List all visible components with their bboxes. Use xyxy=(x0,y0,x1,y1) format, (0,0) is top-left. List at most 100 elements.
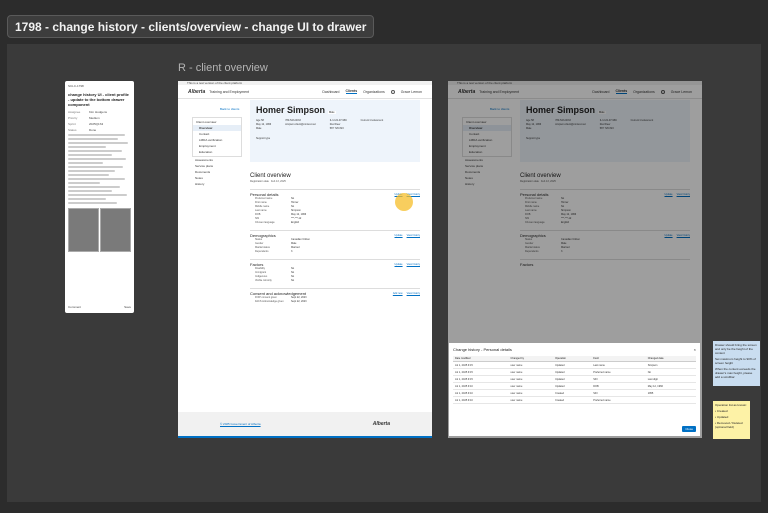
view-history-link[interactable]: View history xyxy=(676,234,690,237)
user-menu[interactable]: Grace Lemon xyxy=(400,89,422,94)
client-involvement: Current Involvement xyxy=(360,119,384,122)
field-label: Chosen language xyxy=(255,221,275,224)
nav-organizations[interactable]: Organizations xyxy=(633,89,655,94)
alberta-logo[interactable]: Alberta xyxy=(458,88,476,95)
back-to-clients-link[interactable]: Back to clients xyxy=(490,107,510,111)
table-cell: Updated xyxy=(553,361,592,369)
column-header[interactable]: Field xyxy=(591,356,646,362)
attachment-thumbnail[interactable] xyxy=(100,208,131,252)
client-gender: Male xyxy=(526,127,532,130)
field-value: Homer xyxy=(291,201,299,204)
add-new-link[interactable]: Add new xyxy=(392,292,403,295)
sidebar-item-history[interactable]: History xyxy=(465,182,475,186)
sidebar-item-education[interactable]: Education xyxy=(199,150,213,154)
sidebar-item-assessments[interactable]: Assessments xyxy=(195,158,213,162)
field-value: Simpson xyxy=(561,209,571,212)
comment-button[interactable]: Comment xyxy=(68,305,82,309)
note-item: • Updated xyxy=(715,415,729,419)
field-label: First name xyxy=(525,201,537,204)
update-link[interactable]: Update xyxy=(394,234,403,237)
sidebar-item-contact[interactable]: Contact xyxy=(469,132,480,136)
nav-dashboard[interactable]: Dashboard xyxy=(592,89,610,94)
view-history-link[interactable]: View history xyxy=(406,234,420,237)
sticky-note-operations[interactable]: Operation list as known: • Created • Upd… xyxy=(713,401,750,439)
sidebar-item-education[interactable]: Education xyxy=(469,150,483,154)
update-link[interactable]: Update xyxy=(664,234,673,237)
field-label: Middle name xyxy=(525,205,540,208)
copyright-link[interactable]: © 2025 Government of Alberta xyxy=(220,422,261,426)
field-label: SIN xyxy=(525,217,530,220)
nav-clients[interactable]: Clients xyxy=(615,89,628,94)
alberta-logo[interactable]: Alberta xyxy=(188,88,206,95)
field-label: Marital status xyxy=(255,246,270,249)
sidebar-item-service-plans[interactable]: Service plans xyxy=(195,164,214,168)
field-value[interactable]: Medium xyxy=(89,116,100,120)
sidebar-item-service-plans[interactable]: Service plans xyxy=(465,164,484,168)
page-title[interactable]: 1798 - change history - clients/overview… xyxy=(7,15,375,38)
sidebar-item-notes[interactable]: Notes xyxy=(195,176,203,180)
overview-title: Client overview xyxy=(250,173,291,179)
sidebar-item-employment[interactable]: Employment xyxy=(469,144,486,148)
close-icon[interactable]: × xyxy=(693,347,696,352)
sticky-note-drawer-specs[interactable]: Drawer should bring the screen and only … xyxy=(713,341,760,386)
client-id: IL Id 22-07-969 xyxy=(599,119,617,122)
save-button[interactable]: Save xyxy=(124,305,131,309)
user-menu[interactable]: Grace Lemon xyxy=(670,89,692,94)
table-cell: user name xyxy=(508,389,554,397)
registration-label: Registration date xyxy=(250,180,269,183)
page-footer: © 2025 Government of Alberta Alberta xyxy=(178,412,432,438)
sidebar-item-contact[interactable]: Contact xyxy=(199,132,210,136)
sidebar-item-history[interactable]: History xyxy=(195,182,205,186)
attachment-thumbnail[interactable] xyxy=(68,208,99,252)
view-history-link[interactable]: View history xyxy=(406,263,420,266)
field-value: Sept 22, 2023 xyxy=(291,300,307,303)
column-header[interactable]: Changed by xyxy=(508,356,554,362)
column-header[interactable]: Date modified xyxy=(453,356,509,362)
field-value[interactable]: Kim Hudgens xyxy=(89,110,108,114)
nav-clients[interactable]: Clients xyxy=(345,89,358,94)
update-link[interactable]: Update xyxy=(664,193,673,196)
back-to-clients-link[interactable]: Back to clients xyxy=(220,107,240,111)
sidebar-item-assessments[interactable]: Assessments xyxy=(465,158,483,162)
table-cell: Jul 1, 2025 9:15 xyxy=(453,361,509,369)
field-label: Preferred name xyxy=(525,197,543,200)
frame-label[interactable]: R - client overview xyxy=(178,62,268,74)
demographics-card: Demographics Update View history Status Ca… xyxy=(520,230,690,254)
sidebar-item-employment[interactable]: Employment xyxy=(199,144,216,148)
table-cell: Created xyxy=(553,389,592,397)
sidebar-item-overview[interactable]: Overview xyxy=(193,125,241,131)
field-value: Canadian Citizen xyxy=(561,238,581,241)
sidebar-item-lmda[interactable]: LMDA verification xyxy=(469,138,493,142)
update-link[interactable]: Update xyxy=(394,263,403,266)
column-header[interactable]: Operation xyxy=(553,356,592,362)
field-value[interactable]: 2025Q1S3 xyxy=(89,122,104,126)
notification-bell-icon[interactable] xyxy=(390,89,395,94)
column-header[interactable]: Changed data xyxy=(645,356,696,362)
sidebar-item-lmda[interactable]: LMDA verification xyxy=(199,138,223,142)
ticket-attachments[interactable] xyxy=(68,208,131,252)
sidebar-group-client-overview[interactable]: Client overview xyxy=(196,120,217,124)
notification-bell-icon[interactable] xyxy=(660,89,665,94)
close-button[interactable]: Close xyxy=(682,426,696,432)
sidebar-item-documents[interactable]: Documents xyxy=(465,170,481,174)
nav-organizations[interactable]: Organizations xyxy=(363,89,385,94)
view-history-link[interactable]: View history xyxy=(406,193,420,196)
jira-ticket-card[interactable]: SCLC-1798 change history UI - client pro… xyxy=(65,81,134,313)
client-overview-main: Client overview Registration date Feb 13… xyxy=(520,173,690,272)
field-value[interactable]: Done xyxy=(89,128,97,132)
client-overview-frame[interactable]: This is a test version of the client pla… xyxy=(178,81,432,438)
sidebar-item-notes[interactable]: Notes xyxy=(465,176,473,180)
sidebar-item-documents[interactable]: Documents xyxy=(195,170,211,174)
note-item: • Created xyxy=(715,409,728,413)
field-label: Gender xyxy=(525,242,534,245)
client-overview-drawer-frame[interactable]: This is a test version of the client pla… xyxy=(448,81,702,438)
field-value: No xyxy=(291,197,295,200)
nav-dashboard[interactable]: Dashboard xyxy=(322,89,340,94)
sidebar-item-overview[interactable]: Overview xyxy=(463,125,511,131)
view-history-link[interactable]: View history xyxy=(406,292,420,295)
view-history-link[interactable]: View history xyxy=(676,193,690,196)
sidebar-group-client-overview[interactable]: Client overview xyxy=(466,120,487,124)
table-cell: Created xyxy=(553,396,592,404)
client-city: Red Deer xyxy=(329,123,341,126)
field-value: No xyxy=(561,205,565,208)
